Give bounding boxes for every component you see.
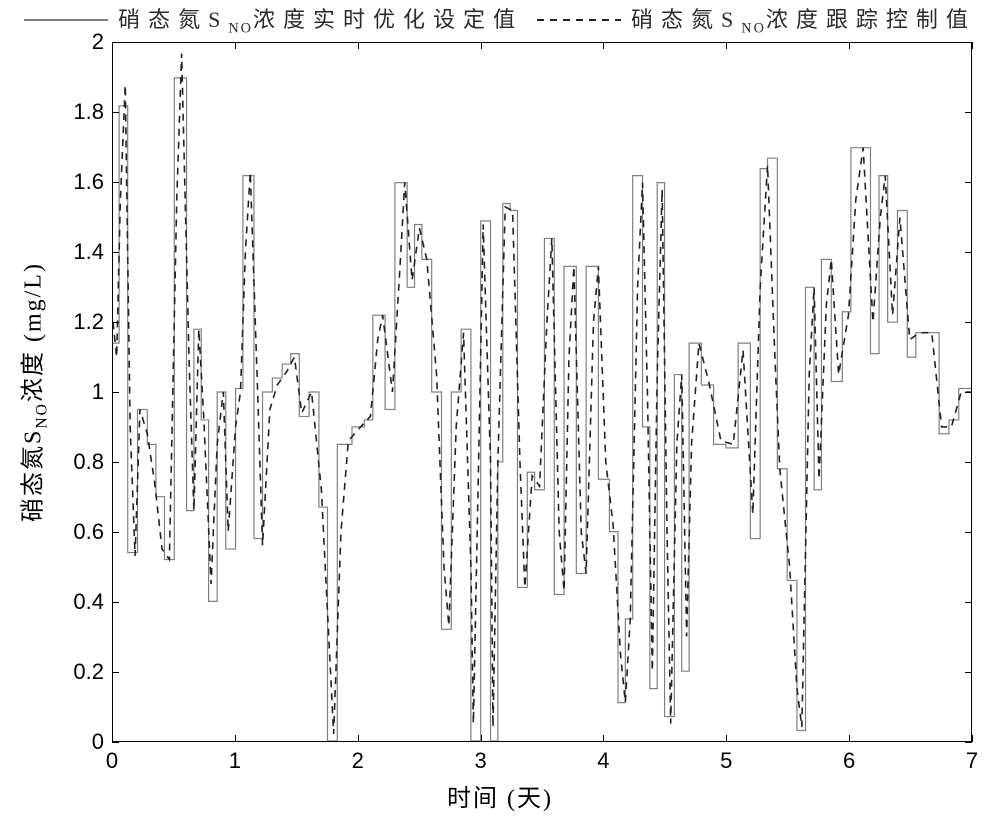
series-setpoint [113, 78, 971, 741]
legend-label-tracking: 硝态氮SNO浓度跟踪控制值 [631, 2, 976, 37]
ytick-label: 0.2 [73, 659, 110, 685]
legend-item-tracking: 硝态氮SNO浓度跟踪控制值 [537, 2, 976, 37]
y-axis-label: 硝态氮SNO浓度 (mg/L) [13, 262, 52, 522]
ytick-label: 0.8 [73, 449, 110, 475]
figure-root: 硝态氮SNO浓度实时优化设定值 硝态氮SNO浓度跟踪控制值 时间 (天) 硝态氮… [0, 0, 1000, 818]
xtick-label: 2 [352, 748, 364, 774]
legend-swatch-solid [24, 11, 108, 29]
xtick-label: 3 [474, 748, 486, 774]
xtick-label: 4 [597, 748, 609, 774]
ytick-label: 2 [92, 29, 110, 55]
ytick-label: 0 [92, 729, 110, 755]
x-axis-label: 时间 (天) [447, 778, 553, 813]
plot-area [112, 42, 972, 742]
xtick-label: 6 [843, 748, 855, 774]
ytick-label: 1.2 [73, 309, 110, 335]
legend-swatch-dashed [537, 11, 621, 29]
ytick-label: 1 [92, 379, 110, 405]
xtick-label: 7 [966, 748, 978, 774]
ytick-label: 0.4 [73, 589, 110, 615]
ytick-label: 0.6 [73, 519, 110, 545]
legend-label-setpoint: 硝态氮SNO浓度实时优化设定值 [118, 2, 523, 37]
ytick-label: 1.4 [73, 239, 110, 265]
ytick-label: 1.6 [73, 169, 110, 195]
xtick-label: 5 [720, 748, 732, 774]
xtick-label: 1 [229, 748, 241, 774]
plot-svg [113, 43, 971, 741]
ytick-label: 1.8 [73, 99, 110, 125]
series-tracking [113, 53, 971, 734]
legend: 硝态氮SNO浓度实时优化设定值 硝态氮SNO浓度跟踪控制值 [0, 6, 1000, 34]
